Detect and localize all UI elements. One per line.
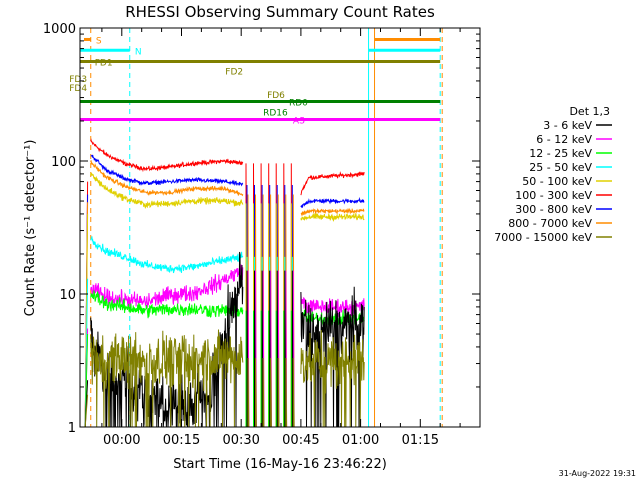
legend-title: Det 1,3: [569, 105, 610, 118]
y-tick-label: 1: [68, 421, 76, 436]
plot-layer: [84, 28, 443, 428]
series-line-4: [84, 236, 294, 428]
x-axis-label: Start Time (16-May-16 23:46:22): [173, 457, 387, 472]
series-line-0: [84, 138, 365, 428]
series-line-2: [84, 160, 365, 428]
legend-entry-label: 6 - 12 keV: [536, 133, 592, 146]
chart-title: RHESSI Observing Summary Count Rates: [125, 3, 435, 21]
legend-entry-label: 50 - 100 keV: [522, 175, 592, 188]
series-line-3: [84, 172, 365, 428]
flag-label-fd3: FD3: [69, 75, 87, 85]
y-tick-label: 100: [51, 155, 76, 170]
x-tick-label: 01:15: [402, 433, 439, 448]
x-tick-label: 01:00: [342, 433, 379, 448]
legend-entry-label: 3 - 6 keV: [543, 119, 592, 132]
flag-label-fd2: FD2: [225, 67, 243, 77]
flag-label-n: N: [135, 47, 142, 57]
x-tick-label: 00:15: [163, 433, 200, 448]
y-axis-label: Count Rate (s⁻¹ detector⁻¹): [23, 140, 38, 317]
x-tick-label: 00:45: [282, 433, 319, 448]
legend-entry-label: 100 - 300 keV: [515, 189, 592, 202]
flag-label-as: AS: [293, 117, 305, 127]
series-line-1: [84, 154, 365, 428]
flag-label-fd1: FD1: [95, 58, 113, 68]
legend-entry-label: 12 - 25 keV: [529, 147, 592, 160]
series-line-8: [84, 329, 365, 428]
timestamp: 31-Aug-2022 19:31: [559, 469, 636, 478]
flag-label-s: S: [96, 36, 102, 46]
plot-frame: [79, 27, 481, 428]
legend-entry-label: 7000 - 15000 keV: [494, 231, 592, 244]
y-tick-label: 10: [59, 288, 76, 303]
axis-layer: 1 10 100 1000 00:00 00:15 00:30 00:45 01:00 01:15: [43, 22, 481, 448]
x-tick-label: 00:30: [222, 433, 259, 448]
legend-entry-label: 25 - 50 keV: [529, 161, 592, 174]
y-tick-label: 1000: [43, 22, 76, 37]
flag-label-rd16: RD16: [263, 109, 288, 119]
legend-entry-label: 300 - 800 keV: [515, 203, 592, 216]
x-tick-label: 00:00: [103, 433, 140, 448]
flag-label-rd0: RD0: [289, 99, 308, 109]
legend-entry-label: 800 - 7000 keV: [508, 217, 592, 230]
series-line-5: [84, 264, 365, 428]
flag-label-fd6: FD6: [267, 91, 285, 101]
series-line-7: [84, 251, 365, 428]
flag-label-fd4: FD4: [69, 84, 87, 94]
